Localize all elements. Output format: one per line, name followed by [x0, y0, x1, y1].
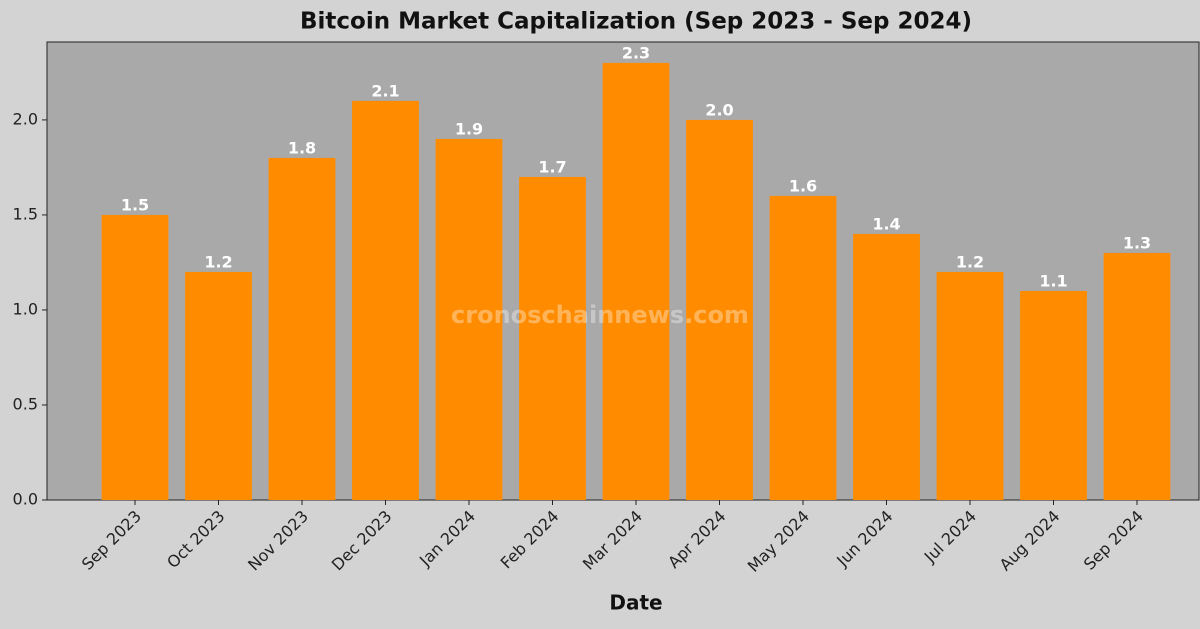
bar: [185, 271, 252, 500]
value-label: 1.3: [1123, 233, 1151, 252]
bar: [352, 100, 419, 500]
y-tick-label: 0.0: [13, 490, 38, 509]
value-label: 1.8: [288, 138, 316, 157]
y-tick-label: 1.5: [13, 204, 38, 223]
y-tick-label: 1.0: [13, 299, 38, 318]
value-label: 1.1: [1039, 271, 1067, 290]
x-axis-label: Date: [609, 591, 662, 615]
value-label: 1.2: [956, 252, 984, 271]
watermark: cronoschainnews.com: [451, 301, 749, 329]
value-label: 2.1: [371, 81, 399, 100]
bar: [1103, 252, 1171, 500]
bar: [1020, 290, 1087, 500]
value-label: 1.2: [204, 252, 232, 271]
bar: [268, 157, 336, 501]
value-label: 2.3: [622, 43, 650, 62]
bar: [853, 233, 920, 501]
value-label: 1.4: [872, 214, 900, 233]
y-tick-label: 0.5: [13, 394, 38, 413]
bar: [769, 195, 837, 501]
value-label: 1.5: [121, 195, 149, 214]
value-label: 1.6: [789, 176, 817, 195]
value-label: 2.0: [705, 100, 733, 119]
chart-title: Bitcoin Market Capitalization (Sep 2023 …: [300, 9, 972, 35]
value-label: 1.7: [538, 157, 566, 176]
bar: [101, 214, 169, 501]
bar: [435, 138, 503, 501]
bar: [936, 271, 1004, 500]
bar: [602, 62, 670, 500]
bar: [686, 119, 753, 500]
y-tick-label: 2.0: [13, 109, 38, 128]
value-label: 1.9: [455, 119, 483, 138]
bar: [519, 176, 586, 501]
